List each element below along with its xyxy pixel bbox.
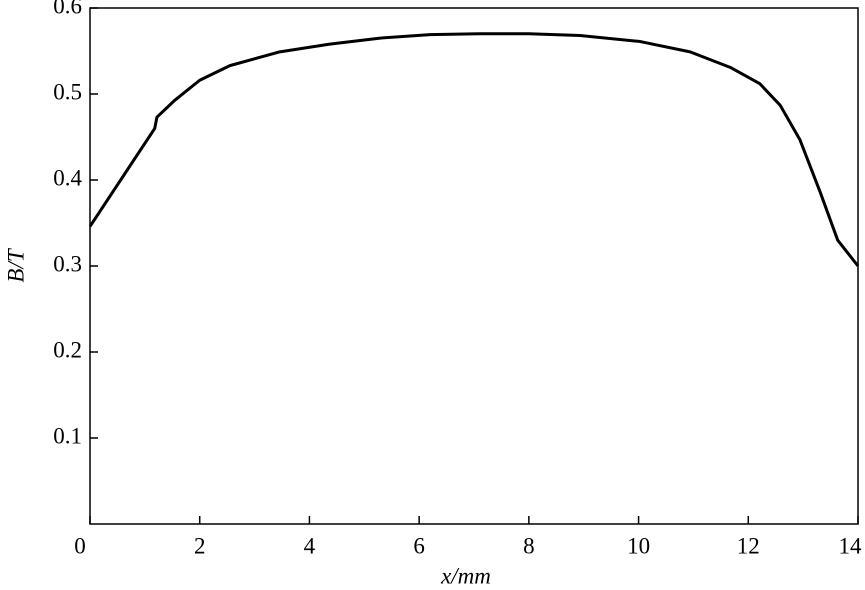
x-tick-label: 10 xyxy=(627,533,650,558)
y-tick-label: 0.4 xyxy=(53,165,82,190)
y-tick-label: 0.5 xyxy=(53,79,82,104)
x-tick-label: 6 xyxy=(413,533,425,558)
y-tick-label: 0.1 xyxy=(53,423,82,448)
y-tick-label: 0.6 xyxy=(53,0,82,18)
y-axis-label: B/T xyxy=(3,247,28,282)
x-tick-label: 0 xyxy=(74,533,86,558)
x-tick-label: 14 xyxy=(839,533,863,558)
x-axis-label: x/mm xyxy=(440,563,491,588)
x-tick-label: 12 xyxy=(737,533,760,558)
data-line xyxy=(88,32,860,267)
x-tick-label: 2 xyxy=(194,533,206,558)
x-tick-label: 4 xyxy=(304,533,316,558)
x-tick-label: 8 xyxy=(523,533,535,558)
y-tick-label: 0.3 xyxy=(53,251,82,276)
y-tick-label: 0.2 xyxy=(53,337,82,362)
plot-frame xyxy=(89,7,859,525)
